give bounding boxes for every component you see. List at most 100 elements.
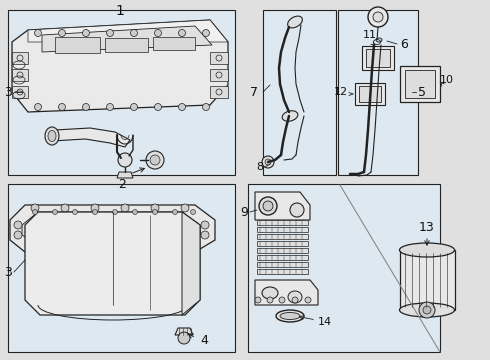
Circle shape bbox=[58, 30, 66, 36]
Bar bbox=[366, 49, 390, 67]
Circle shape bbox=[118, 153, 132, 167]
Ellipse shape bbox=[399, 303, 455, 317]
Polygon shape bbox=[257, 220, 308, 225]
Circle shape bbox=[31, 245, 39, 253]
Circle shape bbox=[181, 245, 189, 253]
Polygon shape bbox=[153, 37, 195, 50]
Circle shape bbox=[178, 104, 186, 111]
Circle shape bbox=[61, 245, 69, 253]
Circle shape bbox=[52, 210, 57, 215]
Circle shape bbox=[292, 297, 298, 303]
Polygon shape bbox=[182, 212, 200, 315]
Bar bbox=[400, 250, 455, 310]
Ellipse shape bbox=[288, 291, 302, 303]
Circle shape bbox=[82, 30, 90, 36]
Polygon shape bbox=[210, 86, 228, 98]
Circle shape bbox=[373, 12, 383, 22]
Circle shape bbox=[32, 210, 38, 215]
Circle shape bbox=[201, 221, 209, 229]
Ellipse shape bbox=[280, 312, 300, 320]
Text: 4: 4 bbox=[200, 334, 208, 347]
Polygon shape bbox=[12, 52, 28, 64]
Ellipse shape bbox=[45, 127, 59, 145]
Polygon shape bbox=[10, 205, 215, 252]
Text: 12: 12 bbox=[334, 87, 348, 97]
Polygon shape bbox=[255, 280, 318, 305]
Circle shape bbox=[130, 30, 138, 36]
Text: 9: 9 bbox=[240, 206, 248, 219]
Text: 8: 8 bbox=[256, 162, 263, 172]
Circle shape bbox=[279, 297, 285, 303]
Text: 10: 10 bbox=[440, 75, 454, 85]
Bar bbox=[405, 70, 435, 98]
Ellipse shape bbox=[262, 287, 278, 299]
Polygon shape bbox=[257, 262, 308, 267]
Bar bbox=[338, 10, 418, 175]
Text: 13: 13 bbox=[419, 221, 435, 234]
Circle shape bbox=[121, 204, 129, 212]
Circle shape bbox=[419, 302, 435, 318]
Ellipse shape bbox=[48, 131, 56, 141]
Circle shape bbox=[58, 104, 66, 111]
Circle shape bbox=[178, 30, 186, 36]
Polygon shape bbox=[210, 52, 228, 64]
Bar bbox=[355, 83, 385, 105]
Bar bbox=[359, 86, 381, 102]
Bar bbox=[248, 184, 440, 352]
Circle shape bbox=[93, 210, 98, 215]
Circle shape bbox=[202, 104, 210, 111]
Circle shape bbox=[262, 156, 274, 168]
Ellipse shape bbox=[399, 243, 455, 257]
Text: 5: 5 bbox=[418, 86, 426, 99]
Polygon shape bbox=[12, 20, 228, 112]
Polygon shape bbox=[257, 241, 308, 246]
Polygon shape bbox=[42, 26, 212, 52]
Polygon shape bbox=[210, 69, 228, 81]
Circle shape bbox=[91, 245, 99, 253]
Circle shape bbox=[34, 30, 42, 36]
Text: 6: 6 bbox=[400, 37, 408, 50]
Circle shape bbox=[305, 297, 311, 303]
Circle shape bbox=[150, 155, 160, 165]
Circle shape bbox=[255, 297, 261, 303]
Bar bbox=[362, 46, 394, 70]
Polygon shape bbox=[255, 192, 310, 220]
Circle shape bbox=[265, 159, 271, 165]
Polygon shape bbox=[257, 255, 308, 260]
Text: 1: 1 bbox=[116, 4, 124, 18]
Circle shape bbox=[146, 151, 164, 169]
Ellipse shape bbox=[288, 16, 302, 28]
Circle shape bbox=[423, 306, 431, 314]
Circle shape bbox=[178, 332, 190, 344]
Circle shape bbox=[202, 30, 210, 36]
Ellipse shape bbox=[276, 310, 304, 322]
Polygon shape bbox=[257, 227, 308, 232]
Circle shape bbox=[267, 297, 273, 303]
Circle shape bbox=[73, 210, 77, 215]
Text: 7: 7 bbox=[250, 86, 258, 99]
Circle shape bbox=[201, 231, 209, 239]
Text: 11: 11 bbox=[363, 30, 377, 40]
Circle shape bbox=[113, 210, 118, 215]
Ellipse shape bbox=[290, 203, 304, 217]
Text: 14: 14 bbox=[318, 317, 332, 327]
Polygon shape bbox=[25, 212, 200, 315]
Circle shape bbox=[191, 210, 196, 215]
Ellipse shape bbox=[282, 111, 298, 121]
Circle shape bbox=[106, 30, 114, 36]
Text: 3: 3 bbox=[4, 266, 12, 279]
Polygon shape bbox=[117, 172, 133, 178]
Polygon shape bbox=[12, 86, 28, 98]
Polygon shape bbox=[257, 248, 308, 253]
Circle shape bbox=[106, 104, 114, 111]
Circle shape bbox=[14, 231, 22, 239]
Circle shape bbox=[34, 104, 42, 111]
Circle shape bbox=[82, 104, 90, 111]
Circle shape bbox=[368, 7, 388, 27]
Circle shape bbox=[154, 104, 162, 111]
Circle shape bbox=[151, 204, 159, 212]
Circle shape bbox=[61, 204, 69, 212]
Text: 2: 2 bbox=[118, 178, 126, 191]
Circle shape bbox=[172, 210, 177, 215]
Circle shape bbox=[14, 221, 22, 229]
